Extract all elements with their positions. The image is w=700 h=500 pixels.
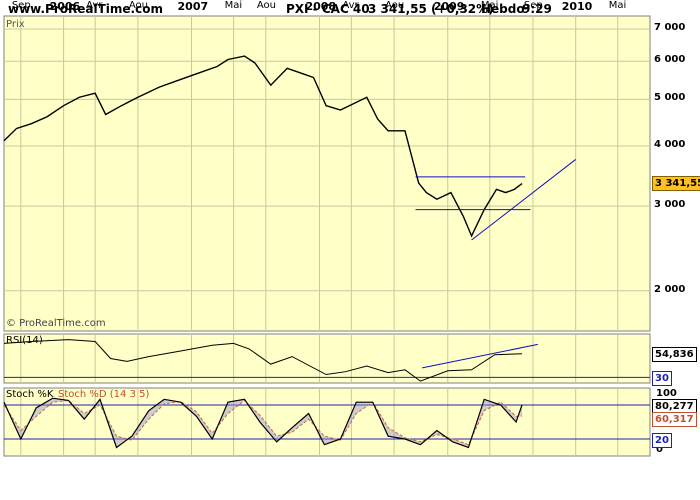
x-tick-label: Mai (608, 0, 627, 11)
quote-value: 3 341,55 (+0,32%) (368, 2, 494, 16)
period-label: Hebdo (481, 2, 525, 16)
stoch-d-label: Stoch %D (14 3 5) (58, 389, 150, 400)
x-tick-label: Mai (224, 0, 243, 11)
site-title[interactable]: www.ProRealTime.com (8, 2, 163, 16)
x-tick-label: 2007 (177, 0, 209, 13)
x-tick-label: Aou (385, 0, 405, 11)
x-tick-label: 2006 (49, 0, 81, 13)
x-tick-label: 2008 (305, 0, 337, 13)
x-tick-label: 2009 (433, 0, 465, 13)
x-tick-label: 2010 (561, 0, 593, 13)
price-line (3, 55, 523, 238)
stoch-d-line (3, 399, 523, 446)
stoch-k-last-value: 80,277 (652, 398, 697, 414)
instrument-name: PXI - CAC 40 (286, 2, 370, 16)
watermark: © ProRealTime.com (6, 318, 106, 329)
panel-rsi (3, 333, 651, 384)
x-tick-label: Aou (128, 0, 149, 11)
y-tick-label: 3 000 (654, 199, 686, 211)
panel-price (3, 15, 651, 332)
y-tick-label: 4 000 (654, 138, 686, 150)
x-tick-label: Avr (342, 0, 359, 11)
x-tick-label: Sep (11, 0, 31, 11)
price-trend-line (471, 159, 576, 241)
price-panel-label: Prix (6, 19, 25, 30)
x-tick-label: Sep (523, 0, 543, 11)
x-tick-label: Mai (480, 0, 499, 11)
x-tick-label: Aou (256, 0, 276, 11)
x-tick-label: Avr (86, 0, 103, 11)
rsi-trend-line (422, 343, 538, 369)
stoch-y-tick: 0 (656, 444, 663, 456)
stoch-d-last-value: 60,317 (652, 411, 697, 427)
rsi-last-value: 54,836 (652, 346, 697, 362)
stoch-k-line (3, 397, 523, 449)
y-tick-label: 7 000 (654, 22, 686, 34)
y-tick-label: 6 000 (654, 54, 686, 66)
stoch-fill-area (4, 398, 523, 448)
rsi-level-label: 30 (652, 371, 672, 387)
y-tick-label: 2 000 (654, 283, 686, 295)
panel-stoch (3, 387, 651, 457)
stoch-level-label: 20 (652, 433, 672, 448)
rsi-panel-label: RSI(14) (6, 335, 43, 346)
stoch-panel-label: Stoch %K (6, 389, 54, 400)
rsi-line (3, 339, 523, 382)
y-tick-label: 5 000 (654, 92, 686, 104)
clock-time: 9:29 (522, 2, 552, 16)
stoch-y-tick: 100 (656, 387, 677, 399)
last-price-label: 3 341,55 (652, 175, 700, 191)
